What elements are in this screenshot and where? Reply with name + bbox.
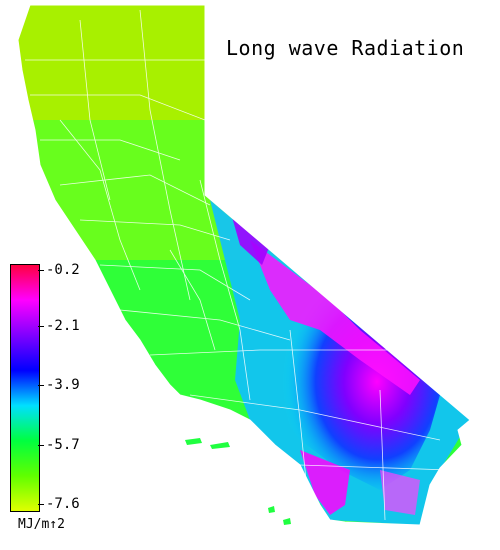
- tick-mark: [38, 445, 44, 446]
- tick-label: -7.6: [46, 496, 80, 512]
- tick-label: -3.9: [46, 377, 80, 393]
- map-title: Long wave Radiation: [226, 36, 465, 60]
- tick-label: -0.2: [46, 262, 80, 278]
- tick-mark: [38, 270, 44, 271]
- tick-mark: [38, 385, 44, 386]
- tick-mark: [38, 504, 44, 505]
- colorbar: [10, 264, 40, 512]
- tick-label: -5.7: [46, 437, 80, 453]
- units-label: MJ/m↑2: [18, 517, 65, 532]
- tick-mark: [38, 326, 44, 327]
- tick-label: -2.1: [46, 318, 80, 334]
